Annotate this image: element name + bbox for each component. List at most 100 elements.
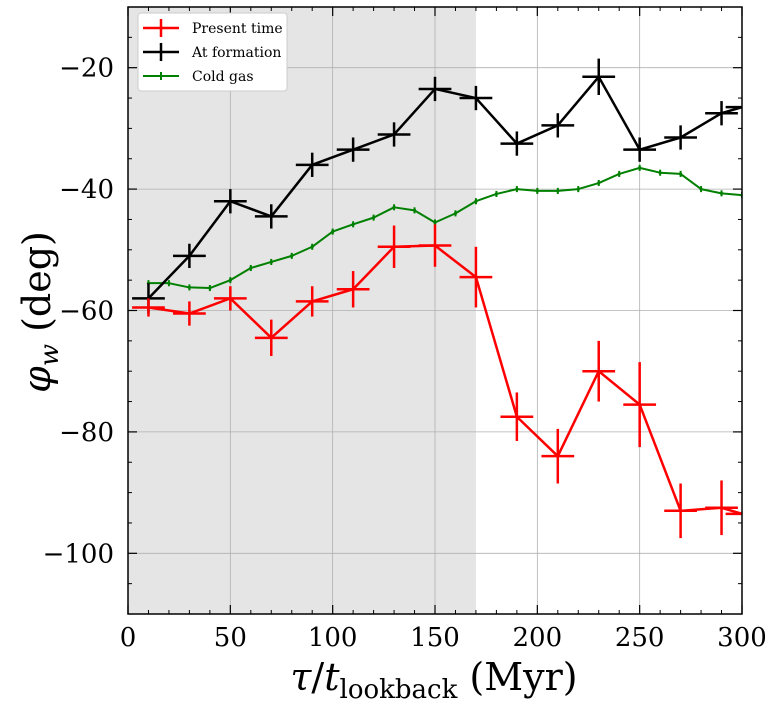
data-point (474, 198, 478, 205)
data-point (705, 480, 738, 536)
y-tick-label: −20 (59, 54, 114, 84)
point-marker (167, 281, 171, 285)
data-point (213, 286, 247, 311)
data-point (269, 258, 273, 265)
data-point (132, 298, 165, 317)
data-point (494, 190, 498, 197)
data-point (208, 285, 212, 292)
data-point (249, 264, 253, 272)
svg-text:φw (deg): φw (deg) (15, 231, 65, 393)
point-marker (269, 260, 273, 264)
point-marker (412, 208, 417, 212)
point-marker (453, 211, 458, 215)
x-tick-label: 100 (308, 623, 358, 653)
point-marker (535, 189, 539, 193)
data-point (377, 225, 411, 269)
point-marker (638, 166, 642, 170)
data-point (418, 76, 452, 102)
legend-label: At formation (191, 45, 281, 61)
legend-item: At formation (143, 43, 281, 61)
legend: Present time At formation Cold gas (137, 12, 288, 92)
series-line (148, 244, 742, 516)
y-tick-label: −40 (59, 175, 114, 205)
point-marker (658, 171, 662, 175)
point-marker (310, 245, 314, 249)
data-point (290, 252, 294, 259)
legend-label: Present time (192, 21, 283, 37)
series-at-formation (132, 58, 742, 314)
data-point (535, 187, 539, 194)
data-point (623, 137, 657, 162)
data-point (576, 186, 580, 193)
data-point (541, 428, 575, 484)
point-marker (679, 172, 683, 176)
data-point (392, 204, 396, 211)
point-marker (617, 172, 621, 176)
data-point (459, 85, 493, 111)
data-point (623, 362, 657, 448)
data-point (541, 113, 575, 138)
ticks-layer: 0 50 100 150 200 250 300 −100 −80 −60 −40 −20 (43, 6, 767, 653)
data-point (254, 204, 288, 229)
x-axis-title: τ/tlookback (Myr) (290, 655, 577, 705)
legend-label: Cold gas (192, 69, 254, 85)
point-marker (351, 222, 355, 226)
data-point (351, 221, 355, 228)
point-marker (372, 216, 376, 220)
data-point (638, 164, 642, 171)
data-point (459, 246, 493, 308)
data-point (377, 122, 411, 147)
data-point (418, 224, 452, 267)
point-marker (474, 199, 478, 203)
series-line (148, 166, 742, 290)
point-marker (699, 187, 703, 191)
point-marker (249, 266, 253, 270)
x-tick-label: 200 (513, 623, 563, 653)
data-point (412, 207, 417, 214)
point-marker (228, 278, 232, 282)
data-point (597, 179, 601, 187)
x-tick-label: 150 (410, 623, 460, 653)
point-marker (290, 254, 294, 258)
series-line (147, 75, 742, 300)
data-point (664, 483, 697, 539)
data-point (556, 187, 560, 194)
data-point (679, 170, 683, 177)
point-marker (515, 187, 519, 191)
data-point (254, 319, 288, 357)
y-tick-label: −80 (59, 418, 114, 448)
point-marker (556, 189, 560, 193)
data-point (295, 152, 329, 177)
point-marker (187, 285, 191, 290)
data-point (213, 189, 247, 214)
data-point (372, 214, 376, 221)
data-point (699, 186, 703, 193)
data-point (705, 101, 738, 126)
data-point (310, 243, 314, 250)
data-point (336, 137, 370, 162)
data-point (167, 280, 171, 287)
svg-text:τ/tlookback (Myr): τ/tlookback (Myr) (290, 655, 577, 705)
data-point (500, 131, 534, 156)
data-point (500, 392, 534, 442)
x-tick-label: 0 (120, 623, 137, 653)
x-tick-label: 250 (615, 623, 665, 653)
point-marker (576, 187, 580, 191)
y-axis-title: φw (deg) (15, 231, 65, 393)
data-point (664, 125, 697, 150)
legend-frame (137, 12, 288, 92)
point-marker (208, 286, 212, 290)
data-point (295, 286, 329, 317)
data-point (453, 210, 458, 217)
series-cold-gas (146, 164, 742, 292)
series-layer (132, 58, 742, 539)
legend-item: Present time (143, 19, 283, 37)
point-marker (392, 205, 396, 209)
data-point (582, 58, 616, 96)
y-tick-label: −60 (59, 297, 114, 327)
point-marker (331, 229, 335, 234)
y-tick-label: −100 (43, 539, 114, 569)
data-point (582, 340, 616, 402)
data-point (719, 190, 724, 197)
